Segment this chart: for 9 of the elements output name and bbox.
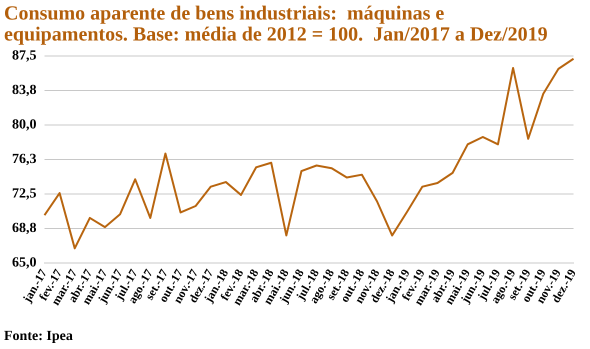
chart-title: Consumo aparente de bens industriais: máquinas e equipamentos. Base: média de 2012 = 100. Jan/2017 a Dez/2019 — [4, 2, 548, 46]
y-tick-label: 65,0 — [12, 256, 36, 271]
y-tick-label: 87,5 — [12, 48, 36, 64]
y-tick-label: 68,8 — [12, 221, 36, 236]
source-note: Fonte: Ipea — [4, 329, 73, 344]
y-tick-label: 72,5 — [12, 186, 36, 202]
y-tick-label: 80,0 — [12, 118, 36, 133]
y-tick-label: 76,3 — [12, 152, 36, 168]
y-tick-label: 83,8 — [12, 83, 36, 98]
